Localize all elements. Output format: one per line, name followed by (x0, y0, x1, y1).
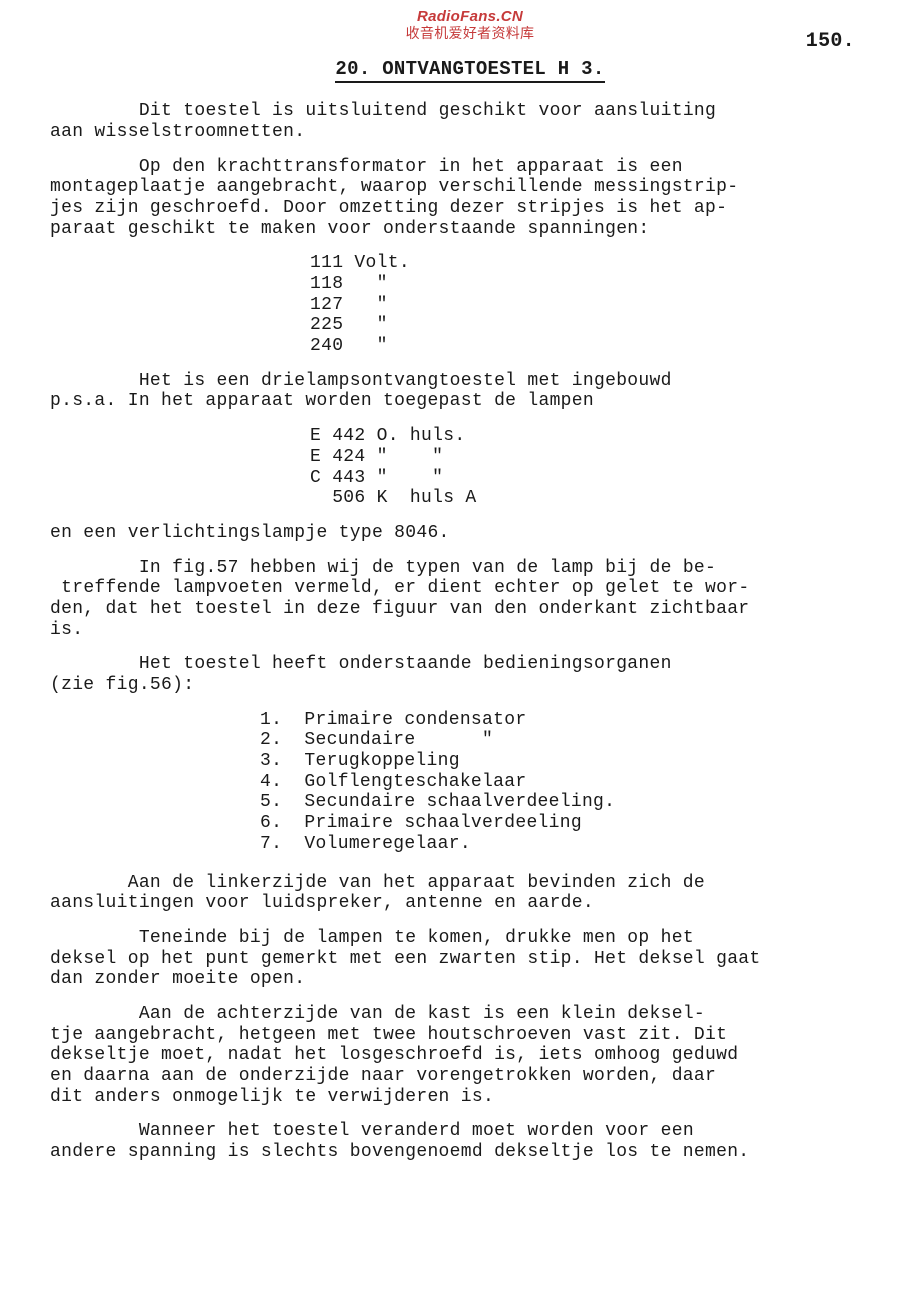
controls-list: 1. Primaire condensator 2. Secundaire " … (260, 710, 890, 855)
document-page: RadioFans.CN 收音机爱好者资料库 150. 20. ONTVANGT… (0, 0, 920, 1197)
paragraph-1: Dit toestel is uitsluitend geschikt voor… (50, 101, 890, 142)
watermark-line-2: 收音机爱好者资料库 (50, 25, 890, 41)
document-title: 20. ONTVANGTOESTEL H 3. (50, 59, 890, 81)
lamp-list: E 442 O. huls. E 424 " " C 443 " " 506 K… (310, 426, 890, 509)
paragraph-3: Het is een drielampsontvangtoestel met i… (50, 371, 890, 412)
paragraph-6: Het toestel heeft onderstaande bediening… (50, 654, 890, 695)
paragraph-8: Teneinde bij de lampen te komen, drukke … (50, 928, 890, 990)
paragraph-10: Wanneer het toestel veranderd moet worde… (50, 1121, 890, 1162)
paragraph-2: Op den krachttransformator in het appara… (50, 157, 890, 240)
page-number: 150. (806, 30, 855, 53)
paragraph-4: en een verlichtingslampje type 8046. (50, 523, 890, 544)
paragraph-9: Aan de achterzijde van de kast is een kl… (50, 1004, 890, 1107)
voltage-list: 111 Volt. 118 " 127 " 225 " 240 " (310, 253, 890, 356)
paragraph-7: Aan de linkerzijde van het apparaat bevi… (50, 873, 890, 914)
paragraph-5: In fig.57 hebben wij de typen van de lam… (50, 558, 890, 641)
title-text: 20. ONTVANGTOESTEL H 3. (335, 58, 604, 83)
watermark-line-1: RadioFans.CN (50, 8, 890, 25)
watermark: RadioFans.CN 收音机爱好者资料库 (50, 8, 890, 41)
